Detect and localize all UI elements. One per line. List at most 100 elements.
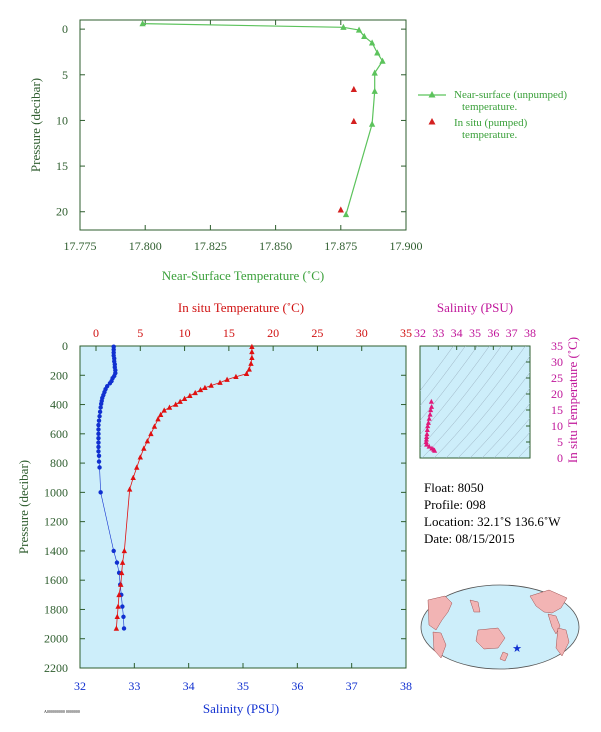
pressure-profile-chart: 32 33 34 35 36 37 38 0 5 10 15 20 25 30 35 0 200 400 600 80… [16, 300, 412, 716]
salinity-point [114, 560, 120, 565]
footer-code: A000000000 0000000 [44, 709, 80, 714]
temperature-point [208, 382, 214, 388]
temperature-point [144, 438, 151, 444]
ts-diagram: 32 33 34 35 36 37 38 0 5 10 15 20 25 30 35 Salinity (P… [414, 300, 580, 465]
temperature-point [118, 581, 124, 587]
ts-point [424, 441, 430, 447]
y-tick-label: 15 [56, 159, 68, 173]
salinity-point [97, 414, 102, 419]
near-surface-temperature-chart: 17.775 17.800 17.825 17.850 17.875 17.900 0 5 10… [28, 19, 570, 283]
unpumped-temperature-point [379, 57, 386, 64]
temperature-point [187, 392, 193, 399]
temperature-tick-label: 25 [311, 326, 323, 340]
y-tick-label: 20 [56, 205, 68, 219]
ts-temperature-tick-label: 20 [551, 387, 563, 401]
ts-salinity-tick-label: 32 [414, 326, 426, 340]
x-tick-label: 17.825 [194, 239, 227, 253]
temperature-point [177, 398, 183, 404]
temperature-point [249, 354, 255, 360]
pumped-temperature-point [350, 85, 357, 93]
temperature-point [249, 348, 255, 355]
pumped-temperature-point [337, 206, 344, 213]
location-map: ★ [420, 584, 580, 670]
plot-frame [79, 345, 407, 669]
pressure-tick-label: 400 [50, 398, 68, 412]
ts-salinity-axis-label: Salinity (PSU) [437, 300, 513, 315]
density-contour [420, 346, 454, 392]
salinity-point [96, 418, 102, 423]
legend-label-pumped: In situ (pumped) temperature. [454, 117, 530, 141]
map-land [427, 589, 570, 662]
salinity-tick-label: 36 [291, 679, 303, 693]
float-id: Float: 8050 [424, 480, 484, 495]
density-contour [445, 355, 530, 458]
ts-point [424, 431, 430, 437]
ts-temperature-tick-label: 0 [557, 451, 563, 465]
salinity-point [96, 422, 101, 428]
profile-number: Profile: 098 [424, 497, 486, 512]
x-tick-label: 17.875 [324, 239, 357, 253]
unpumped-temperature-point [355, 26, 363, 33]
ts-salinity-tick-label: 36 [487, 326, 499, 340]
salinity-point [96, 453, 102, 458]
salinity-tick-label: 33 [128, 679, 140, 693]
temperature-tick-label: 30 [356, 326, 368, 340]
ts-point [424, 427, 430, 432]
salinity-point [98, 405, 103, 410]
temperature-point [126, 486, 133, 492]
ts-point [429, 404, 435, 409]
legend-label-unpumped: Near-surface (unpumped) temperature. [454, 89, 570, 113]
density-contour [420, 346, 466, 407]
y-axis-label: Pressure (decibar) [16, 460, 31, 554]
temperature-point [115, 603, 121, 609]
density-contour [517, 445, 530, 458]
pressure-tick-label: 0 [62, 339, 68, 353]
pressure-tick-label: 200 [50, 368, 68, 382]
salinity-point [121, 626, 127, 631]
temperature-point [119, 559, 126, 565]
temperature-point [141, 445, 147, 451]
unpumped-temperature-point [340, 23, 347, 30]
temperature-point [116, 591, 122, 598]
legend-marker-pumped [428, 118, 436, 125]
unpumped-temperature-point [368, 120, 376, 127]
pressure-tick-label: 800 [50, 456, 68, 470]
salinity-axis-label: Salinity (PSU) [203, 701, 279, 716]
pressure-tick-label: 1000 [44, 485, 68, 499]
pumped-temperature-point [350, 117, 357, 124]
density-contour [469, 387, 530, 458]
temperature-point [173, 401, 179, 407]
ts-point [432, 447, 438, 453]
salinity-tick-label: 34 [183, 679, 195, 693]
legend-marker-unpumped [428, 91, 436, 98]
temperature-point [151, 423, 158, 429]
ts-temperature-axis-label: In situ Temperature (˚C) [565, 337, 580, 463]
temperature-tick-label: 15 [223, 326, 235, 340]
temperature-point [161, 407, 167, 413]
salinity-tick-label: 37 [346, 679, 358, 693]
ts-point [424, 434, 430, 439]
ts-temperature-tick-label: 10 [551, 419, 563, 433]
unpumped-temperature-point [371, 87, 378, 94]
density-contour [433, 346, 526, 458]
temperature-tick-label: 10 [179, 326, 191, 340]
salinity-tick-label: 32 [74, 679, 86, 693]
ts-temperature-tick-label: 15 [551, 403, 563, 417]
x-tick-label: 17.775 [64, 239, 97, 253]
salinity-point [120, 604, 125, 609]
salinity-point [111, 548, 116, 554]
temperature-point [224, 376, 230, 382]
salinity-point [97, 465, 102, 470]
temperature-tick-label: 35 [400, 326, 412, 340]
pressure-tick-label: 600 [50, 427, 68, 441]
temperature-point [217, 379, 223, 385]
salinity-point [98, 490, 103, 495]
temperature-point [114, 613, 120, 620]
salinity-point [96, 427, 101, 432]
ts-temperature-tick-label: 30 [551, 355, 563, 369]
density-contour [493, 417, 530, 458]
ts-temperature-tick-label: 5 [557, 435, 563, 449]
density-contour [420, 346, 502, 449]
ts-temperature-tick-label: 35 [551, 339, 563, 353]
